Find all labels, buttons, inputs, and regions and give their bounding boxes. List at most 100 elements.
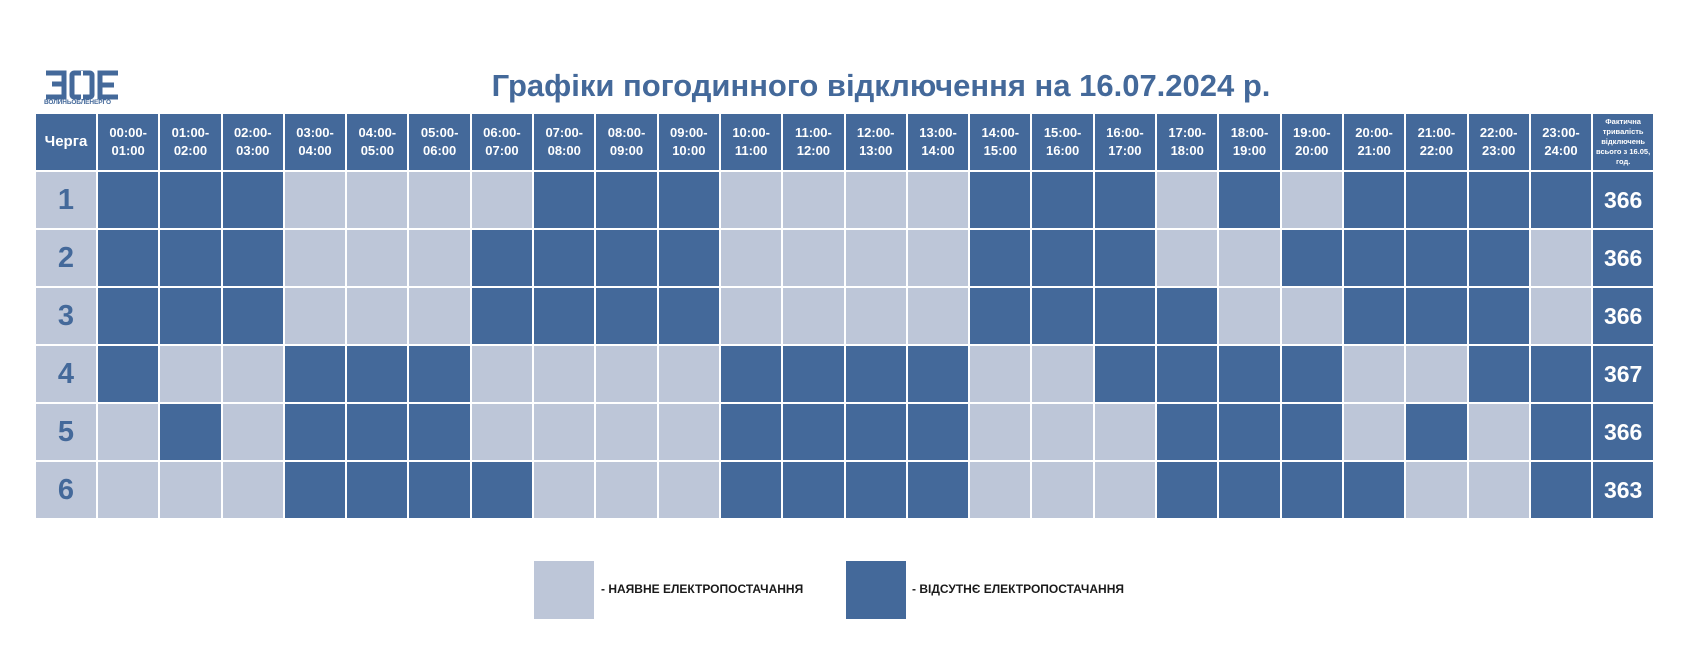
power-absent-cell	[718, 460, 784, 520]
power-absent-cell	[843, 402, 908, 462]
power-absent-cell	[469, 460, 535, 520]
power-available-cell	[1217, 286, 1282, 346]
power-available-cell	[220, 344, 285, 404]
power-available-cell	[469, 344, 535, 404]
total-header-line: Фактична	[1605, 117, 1641, 126]
hour-header-line: 11:00-	[794, 125, 832, 140]
legend-absent-swatch	[846, 561, 906, 619]
power-absent-cell	[656, 228, 721, 288]
power-absent-cell	[968, 286, 1033, 346]
hour-header: 02:00- 03:00	[220, 112, 285, 172]
hour-header: 21:00- 22:00	[1404, 112, 1469, 172]
power-available-cell	[843, 170, 908, 230]
power-absent-cell	[1217, 402, 1282, 462]
power-absent-cell	[282, 344, 348, 404]
power-absent-cell	[1466, 228, 1531, 288]
hour-header: 06:00- 07:00	[469, 112, 535, 172]
power-absent-cell	[345, 344, 410, 404]
hour-header-line: 04:00-	[358, 125, 397, 140]
hour-header-line: 20:00	[1295, 143, 1329, 158]
legend-available-label: - НАЯВНЕ ЕЛЕКТРОПОСТАЧАННЯ	[601, 582, 804, 596]
power-available-cell	[532, 402, 597, 462]
power-absent-cell	[95, 170, 161, 230]
power-available-cell	[843, 286, 908, 346]
power-available-cell	[158, 460, 223, 520]
power-absent-cell	[469, 286, 535, 346]
power-available-cell	[95, 460, 161, 520]
power-absent-cell	[968, 170, 1033, 230]
hour-header-line: 10:00-	[732, 125, 770, 140]
power-available-cell	[718, 170, 784, 230]
hour-header-line: 14:00-	[981, 125, 1020, 140]
power-absent-cell	[95, 228, 161, 288]
hour-header: 11:00- 12:00	[781, 112, 846, 172]
power-absent-cell	[407, 344, 472, 404]
hour-header-line: 07:00-	[545, 125, 584, 140]
power-absent-cell	[1341, 170, 1407, 230]
hour-header-line: 19:00	[1232, 143, 1267, 158]
power-available-cell	[968, 402, 1033, 462]
hour-header-line: 03:00-	[296, 125, 334, 140]
power-absent-cell	[1404, 170, 1469, 230]
power-available-cell	[469, 170, 535, 230]
logo-caption: ВОЛИНЬОБЛЕНЕРГО	[44, 99, 111, 106]
hour-header-line: 08:00-	[607, 125, 646, 140]
power-absent-cell	[781, 344, 846, 404]
power-absent-cell	[469, 228, 535, 288]
hour-header: 08:00- 09:00	[594, 112, 659, 172]
hour-header: 18:00- 19:00	[1217, 112, 1282, 172]
power-absent-cell	[1279, 228, 1344, 288]
power-available-cell	[1404, 460, 1469, 520]
power-available-cell	[1279, 286, 1344, 346]
power-available-cell	[345, 286, 410, 346]
power-available-cell	[905, 286, 971, 346]
hour-header-line: 14:00	[921, 143, 955, 158]
header-row: Черга 00:00- 01:00 01:00- 02:00 02:00- 03:00 0…	[34, 112, 1656, 172]
power-absent-cell	[1466, 344, 1531, 404]
power-available-cell	[282, 228, 348, 288]
power-available-cell	[220, 402, 285, 462]
power-available-cell	[1155, 228, 1220, 288]
power-absent-cell	[718, 344, 784, 404]
power-available-cell	[594, 402, 659, 462]
total-header-line: всього з 16.05,	[1596, 147, 1651, 156]
power-absent-cell	[1279, 402, 1344, 462]
power-absent-cell	[1030, 286, 1095, 346]
hour-header-line: 02:00	[173, 143, 208, 158]
power-absent-cell	[1155, 344, 1220, 404]
power-absent-cell	[282, 460, 348, 520]
hour-header-line: 13:00-	[919, 125, 957, 140]
power-absent-cell	[1528, 344, 1594, 404]
queue-number: 3	[34, 286, 98, 346]
power-absent-cell	[656, 170, 721, 230]
hour-header-line: 05:00-	[420, 125, 459, 140]
power-available-cell	[656, 402, 721, 462]
hour-header: 22:00- 23:00	[1466, 112, 1531, 172]
hour-header: 00:00- 01:00	[95, 112, 161, 172]
power-absent-cell	[532, 170, 597, 230]
power-absent-cell	[158, 402, 223, 462]
power-absent-cell	[95, 286, 161, 346]
power-absent-cell	[220, 228, 285, 288]
hour-header: 15:00- 16:00	[1030, 112, 1095, 172]
power-absent-cell	[781, 402, 846, 462]
total-hours: 366	[1591, 228, 1656, 288]
hour-header-line: 17:00	[1108, 143, 1142, 158]
hour-header: 14:00- 15:00	[968, 112, 1033, 172]
hour-header-line: 22:00	[1419, 143, 1453, 158]
power-absent-cell	[1217, 460, 1282, 520]
power-available-cell	[1092, 402, 1158, 462]
total-hours: 366	[1591, 402, 1656, 462]
hour-header-line: 06:00	[423, 143, 457, 158]
power-absent-cell	[158, 286, 223, 346]
hour-header-line: 22:00-	[1479, 125, 1518, 140]
power-available-cell	[843, 228, 908, 288]
power-available-cell	[656, 344, 721, 404]
power-absent-cell	[1030, 228, 1095, 288]
hour-header: 19:00- 20:00	[1279, 112, 1344, 172]
power-absent-cell	[1341, 460, 1407, 520]
hour-header-line: 03:00	[236, 143, 270, 158]
power-available-cell	[1030, 402, 1095, 462]
power-absent-cell	[1466, 170, 1531, 230]
hour-header: 05:00- 06:00	[407, 112, 472, 172]
